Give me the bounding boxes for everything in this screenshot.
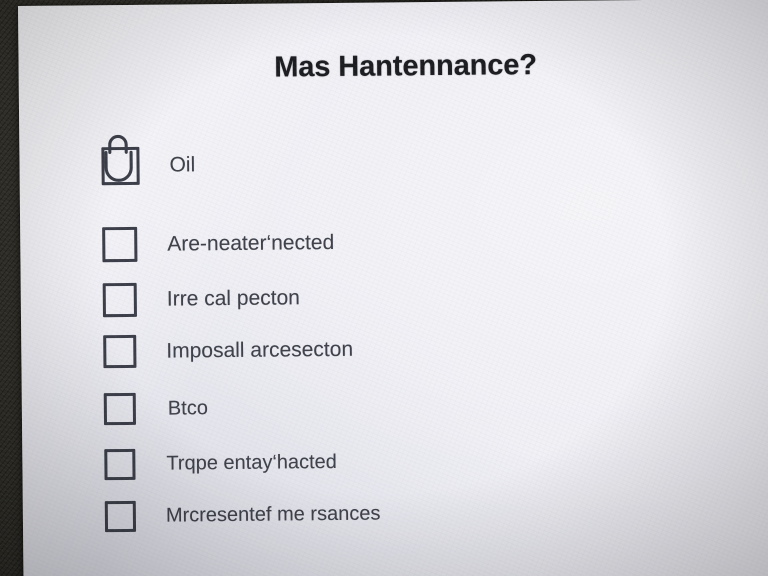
paper-sheet: Mas Hantennance? Oil Are-neater‘nected Irr… xyxy=(18,0,768,576)
checklist-item[interactable]: Imposall arcesecton xyxy=(103,333,354,369)
checklist-item[interactable]: Oil xyxy=(101,134,196,186)
checkbox-unchecked[interactable] xyxy=(103,334,137,369)
checklist-item[interactable]: Trqpe entay‘hacted xyxy=(104,447,337,481)
checklist-item-label: Irre cal pecton xyxy=(166,286,301,311)
checkbox-unchecked[interactable] xyxy=(103,392,137,426)
checklist: Oil Are-neater‘nected Irre cal pecton Impos… xyxy=(18,0,768,576)
checkbox-unchecked[interactable] xyxy=(104,448,136,481)
checkbox-unchecked[interactable] xyxy=(104,500,137,533)
lock-shackle-mark-icon xyxy=(104,134,133,182)
checklist-item-label: Btco xyxy=(167,396,209,420)
checklist-item-label: Trqpe entay‘hacted xyxy=(166,450,337,475)
checklist-item[interactable]: Are-neater‘nected xyxy=(102,225,335,263)
checklist-item-label: Mrcresentef me rsances xyxy=(165,502,381,527)
checklist-item-label: Are-neater‘nected xyxy=(167,230,335,256)
checklist-item[interactable]: Irre cal pecton xyxy=(102,281,301,318)
checkbox-unchecked[interactable] xyxy=(102,282,137,318)
checkbox-unchecked[interactable] xyxy=(102,226,138,263)
sheet-content: Mas Hantennance? Oil Are-neater‘nected Irr… xyxy=(18,0,768,576)
checklist-item[interactable]: Mrcresentef me rsances xyxy=(104,499,381,533)
checkbox-checked[interactable] xyxy=(101,134,140,186)
checklist-item[interactable]: Btco xyxy=(103,392,209,426)
checklist-item-label: Oil xyxy=(169,153,196,177)
checklist-item-label: Imposall arcesecton xyxy=(166,337,354,363)
